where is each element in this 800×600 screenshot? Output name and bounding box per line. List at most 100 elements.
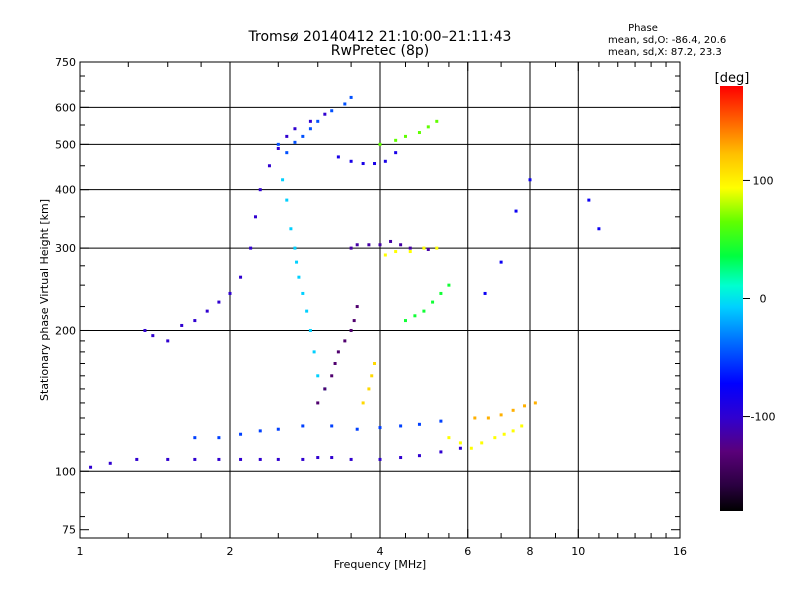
data-point xyxy=(301,424,305,428)
data-point xyxy=(316,374,320,378)
data-point xyxy=(295,260,299,264)
data-point xyxy=(373,162,377,166)
data-point xyxy=(458,441,462,445)
data-point xyxy=(399,424,403,428)
data-point xyxy=(343,102,347,106)
data-point xyxy=(108,461,112,465)
data-point xyxy=(435,246,439,250)
data-point xyxy=(514,209,518,213)
data-point xyxy=(422,246,426,250)
data-point xyxy=(217,457,221,461)
data-point xyxy=(413,314,417,318)
data-point xyxy=(135,457,139,461)
data-point xyxy=(493,436,497,440)
colorbar-unit-label: [deg] xyxy=(715,71,750,86)
data-point xyxy=(499,413,503,417)
data-point xyxy=(378,142,382,146)
data-point xyxy=(511,429,515,433)
data-point xyxy=(399,456,403,460)
data-point xyxy=(403,134,407,138)
data-point xyxy=(394,138,398,142)
data-point xyxy=(301,291,305,295)
data-point xyxy=(89,465,93,469)
chart-title: Tromsø 20140412 21:10:00–21:11:43 xyxy=(248,29,512,45)
data-point xyxy=(193,457,197,461)
data-point xyxy=(323,112,327,116)
data-point xyxy=(480,441,484,445)
data-point xyxy=(378,243,382,247)
data-point xyxy=(330,424,334,428)
y-tick-label: 75 xyxy=(62,524,76,537)
data-point xyxy=(316,119,320,123)
data-point xyxy=(483,291,487,295)
data-points xyxy=(89,95,601,469)
y-axis-label: Stationary phase Virtual Height [km] xyxy=(38,199,51,401)
data-point xyxy=(426,247,430,251)
data-point xyxy=(285,198,289,202)
data-point xyxy=(403,319,407,323)
data-point xyxy=(355,427,359,431)
data-point xyxy=(312,350,316,354)
data-point xyxy=(499,260,503,264)
data-point xyxy=(378,457,382,461)
x-tick-label: 8 xyxy=(527,545,534,558)
data-point xyxy=(308,119,312,123)
data-point xyxy=(293,140,297,144)
data-point xyxy=(151,334,155,338)
data-point xyxy=(370,374,374,378)
x-axis-label: Frequency [MHz] xyxy=(334,558,426,571)
data-point xyxy=(330,456,334,460)
y-tick-label: 200 xyxy=(55,324,76,337)
data-point xyxy=(316,401,320,405)
data-point xyxy=(447,283,451,287)
data-point xyxy=(439,419,443,423)
data-point xyxy=(239,432,243,436)
x-tick-label: 6 xyxy=(464,545,471,558)
data-point xyxy=(352,319,356,323)
data-point xyxy=(276,142,280,146)
data-point xyxy=(447,436,451,440)
data-point xyxy=(399,243,403,247)
data-point xyxy=(361,162,365,166)
data-point xyxy=(417,422,421,426)
data-point xyxy=(285,151,289,155)
stats-line-x: mean, sd,X: 87.2, 23.3 xyxy=(608,47,722,58)
data-point xyxy=(417,454,421,458)
data-point xyxy=(276,457,280,461)
data-point xyxy=(349,159,353,163)
x-tick-label: 1 xyxy=(77,545,84,558)
y-tick-label: 100 xyxy=(55,465,76,478)
data-point xyxy=(293,246,297,250)
data-point xyxy=(367,243,371,247)
data-point xyxy=(267,164,271,168)
x-tick-label: 4 xyxy=(377,545,384,558)
data-point xyxy=(333,361,337,365)
data-point xyxy=(473,416,477,420)
data-point xyxy=(394,151,398,155)
chart-subtitle: RwPretec (8p) xyxy=(331,43,429,59)
x-tick-label: 16 xyxy=(673,545,687,558)
data-point xyxy=(349,95,353,99)
data-point xyxy=(143,328,147,332)
data-point xyxy=(305,309,309,313)
data-point xyxy=(389,239,393,243)
data-point xyxy=(597,227,601,231)
data-point xyxy=(367,387,371,391)
data-point xyxy=(417,131,421,135)
data-point xyxy=(394,250,398,254)
data-point xyxy=(297,275,301,279)
colorbar-tick-label: 0 xyxy=(760,293,767,306)
colorbar-tick-label: -100 xyxy=(751,411,776,424)
data-point xyxy=(336,155,340,159)
data-point xyxy=(330,374,334,378)
y-tick-label: 300 xyxy=(55,242,76,255)
data-point xyxy=(523,404,527,408)
data-point xyxy=(355,305,359,309)
data-point xyxy=(361,401,365,405)
data-point xyxy=(378,426,382,430)
data-point xyxy=(435,119,439,123)
grid-lines xyxy=(80,62,680,538)
data-point xyxy=(349,328,353,332)
data-point xyxy=(228,291,232,295)
data-point xyxy=(587,198,591,202)
